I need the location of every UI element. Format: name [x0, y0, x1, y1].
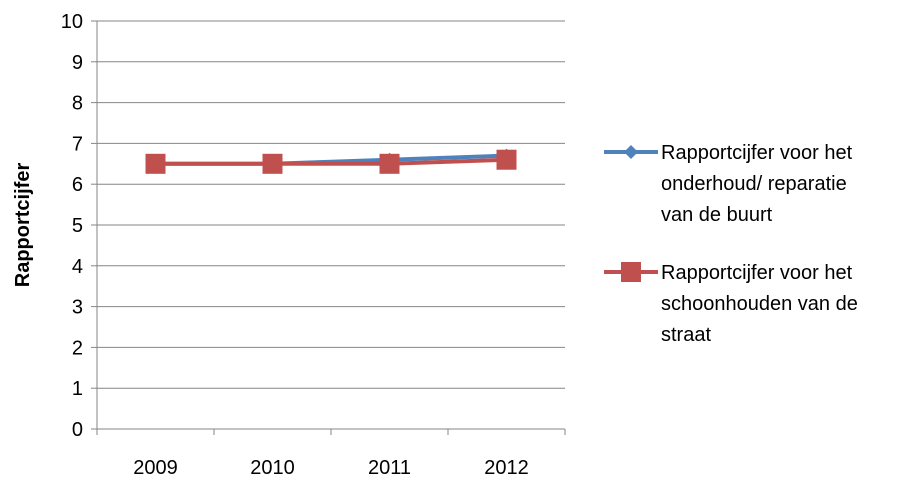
legend-entry-1: Rapportcijfer voor het onderhoud/ reparat… — [604, 142, 853, 226]
y-tick-label: 1 — [72, 378, 83, 400]
y-tick-label: 9 — [72, 52, 83, 74]
legend-marker — [624, 145, 638, 159]
y-tick-label: 3 — [72, 297, 83, 319]
legend-entry-2: Rapportcijfer voor het schoonhouden van d… — [604, 262, 858, 346]
y-tick-label: 2 — [72, 337, 83, 359]
legend-marker — [621, 262, 641, 282]
x-tick-labels: 2009 2010 2011 2012 — [133, 457, 529, 479]
x-tick-label: 2011 — [368, 457, 411, 479]
legend-label: Rapportcijfer voor het — [661, 142, 853, 164]
y-axis-label: Rapportcijfer — [12, 163, 34, 288]
x-tick-label: 2009 — [133, 457, 178, 479]
legend-label: onderhoud/ reparatie — [661, 173, 847, 195]
y-tick-labels: 0 1 2 3 4 5 6 7 8 9 10 — [61, 11, 83, 441]
legend-label: straat — [661, 324, 711, 346]
data-point — [145, 153, 166, 174]
y-tick-label: 4 — [72, 256, 83, 278]
series-line — [155, 157, 507, 166]
y-tick-label: 7 — [72, 133, 83, 155]
data-point — [262, 153, 283, 174]
data-point — [496, 149, 517, 170]
x-tick-label: 2010 — [250, 457, 295, 479]
gridlines — [97, 20, 565, 389]
legend-label: van de buurt — [661, 204, 773, 226]
y-tick-label: 0 — [72, 419, 83, 441]
y-tick-label: 5 — [72, 215, 83, 237]
y-tick-label: 6 — [72, 174, 83, 196]
legend-label: Rapportcijfer voor het — [661, 262, 853, 284]
legend-label: schoonhouden van de — [661, 293, 858, 315]
series-layer — [145, 148, 517, 174]
y-tick-label: 10 — [61, 11, 83, 33]
x-tick-label: 2012 — [484, 457, 529, 479]
legend: Rapportcijfer voor het onderhoud/ reparat… — [604, 142, 858, 346]
series-2 — [145, 149, 517, 174]
y-tick-label: 8 — [72, 93, 83, 115]
data-point — [379, 153, 400, 174]
axes — [91, 20, 566, 435]
